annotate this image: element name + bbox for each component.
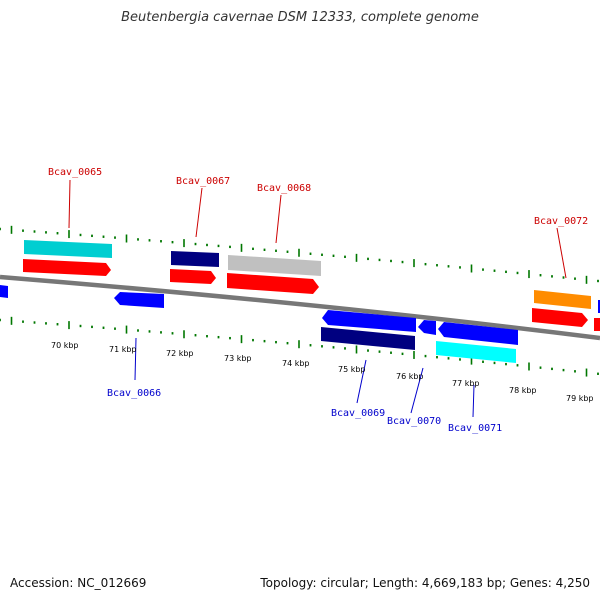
genome-stats-text: Topology: circular; Length: 4,669,183 bp… [260, 576, 590, 590]
gene-label[interactable]: Bcav_0068 [257, 183, 311, 194]
leader-lines [68, 179, 567, 418]
leader-line [68, 179, 71, 229]
scale-label: 76 kbp [396, 372, 424, 381]
tick-track-upper [0, 225, 599, 284]
map-title: Beutenbergia cavernae DSM 12333, complet… [121, 10, 479, 25]
scale-labels: 70 kbp 71 kbp 72 kbp 73 kbp 74 kbp 75 kb… [51, 341, 594, 403]
gene-label[interactable]: Bcav_0071 [448, 423, 502, 434]
gene-features [0, 240, 600, 363]
gene-arrow-orange[interactable] [534, 290, 591, 309]
gene-arrow-blue[interactable] [322, 310, 416, 332]
leader-line [472, 384, 475, 418]
gene-arrow-red[interactable] [532, 308, 588, 327]
scale-label: 74 kbp [282, 359, 310, 368]
gene-label[interactable]: Bcav_0069 [331, 408, 385, 419]
leader-line [356, 359, 367, 404]
gene-arrow-blue[interactable] [0, 285, 8, 298]
leader-line [134, 337, 137, 381]
gene-arrow-blue[interactable] [418, 320, 436, 335]
gene-arrow-navy[interactable] [171, 251, 219, 267]
scale-label: 73 kbp [224, 354, 252, 363]
gene-arrow-red[interactable] [23, 259, 111, 276]
leader-line [556, 227, 567, 279]
gene-arrow-red[interactable] [594, 318, 600, 331]
gene-arrow-cyan[interactable] [436, 341, 516, 363]
gene-label[interactable]: Bcav_0070 [387, 416, 441, 427]
gene-arrow-red[interactable] [227, 273, 319, 294]
gene-labels: Bcav_0065 Bcav_0066 Bcav_0067 Bcav_0068 … [48, 167, 588, 434]
scale-label: 79 kbp [566, 394, 594, 403]
gene-label[interactable]: Bcav_0072 [534, 216, 588, 227]
scale-label: 75 kbp [338, 365, 366, 374]
scale-label: 71 kbp [109, 345, 137, 354]
scale-label: 77 kbp [452, 379, 480, 388]
scale-label: 70 kbp [51, 341, 79, 350]
gene-arrow-cyan[interactable] [24, 240, 112, 258]
gene-arrow-gray[interactable] [228, 255, 321, 276]
leader-line [410, 367, 424, 414]
scale-label: 72 kbp [166, 349, 194, 358]
gene-label[interactable]: Bcav_0067 [176, 176, 230, 187]
gene-label[interactable]: Bcav_0065 [48, 167, 102, 178]
gene-arrow-red[interactable] [170, 269, 216, 284]
gene-arrow-navy[interactable] [321, 327, 415, 350]
tick-track-lower [0, 316, 599, 377]
gene-label[interactable]: Bcav_0066 [107, 388, 161, 399]
gene-arrow-blue[interactable] [114, 292, 164, 308]
leader-line [275, 194, 282, 244]
gene-arrow-blue[interactable] [438, 322, 518, 345]
genome-backbone [0, 274, 600, 341]
scale-label: 78 kbp [509, 386, 537, 395]
accession-text: Accession: NC_012669 [10, 576, 147, 590]
leader-line [195, 187, 203, 238]
